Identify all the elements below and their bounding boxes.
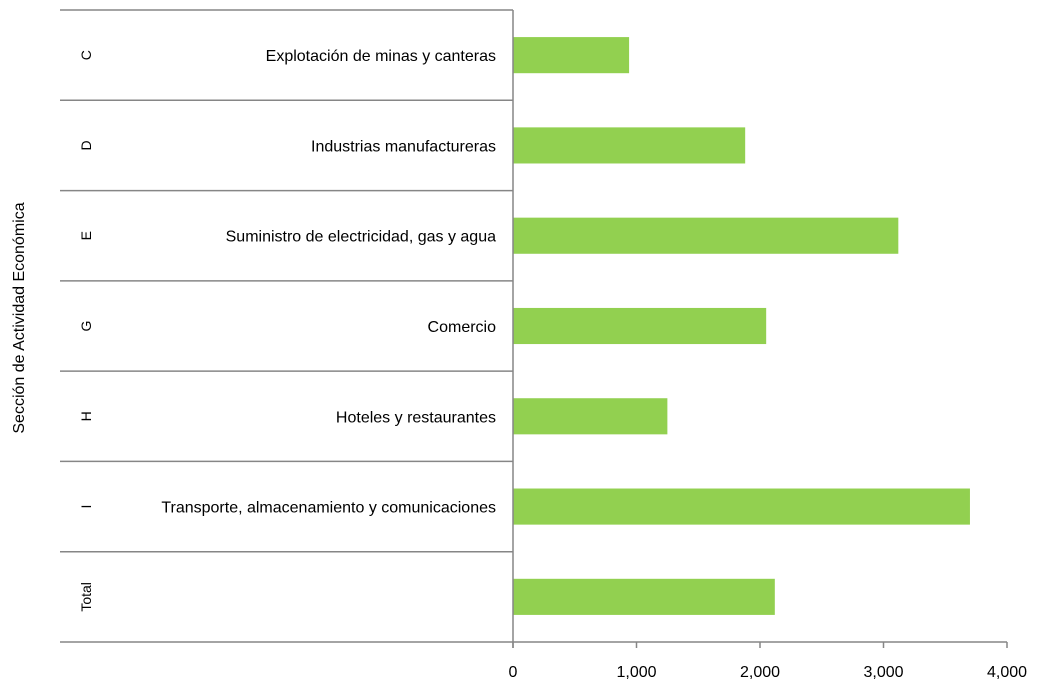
x-axis: 0 1,000 2,000 3,000 4,000 [509, 10, 1027, 681]
bar [513, 127, 746, 164]
category-code: C [78, 50, 94, 60]
category-code: E [78, 231, 94, 240]
category-code: D [78, 140, 94, 150]
bar [513, 488, 970, 525]
x-tick-label: 4,000 [987, 664, 1027, 681]
category-label: Hoteles y restaurantes [336, 409, 496, 426]
y-axis-label: Sección de Actividad Económica [11, 202, 28, 433]
category-code: Total [78, 582, 94, 612]
bar [513, 37, 630, 74]
bar [513, 398, 668, 435]
bar [513, 307, 767, 345]
x-tick-label: 1,000 [616, 664, 656, 681]
category-label: Suministro de electricidad, gas y agua [226, 229, 496, 246]
bar [513, 217, 899, 254]
category-code: G [78, 321, 94, 332]
x-tick-label: 3,000 [863, 664, 903, 681]
category-label: Explotación de minas y canteras [266, 48, 496, 65]
category-label: Transporte, almacenamiento y comunicacio… [161, 500, 496, 517]
bars-group [513, 37, 970, 615]
category-code: I [78, 505, 94, 509]
category-grid [60, 9, 513, 643]
category-labels: Explotación de minas y canteras C Industri… [78, 48, 496, 612]
category-label: Industrias manufactureras [311, 138, 496, 155]
x-tick-label: 0 [509, 664, 518, 681]
category-label: Comercio [428, 319, 497, 336]
bar [513, 578, 775, 615]
x-tick-label: 2,000 [740, 664, 780, 681]
category-code: H [78, 411, 94, 421]
